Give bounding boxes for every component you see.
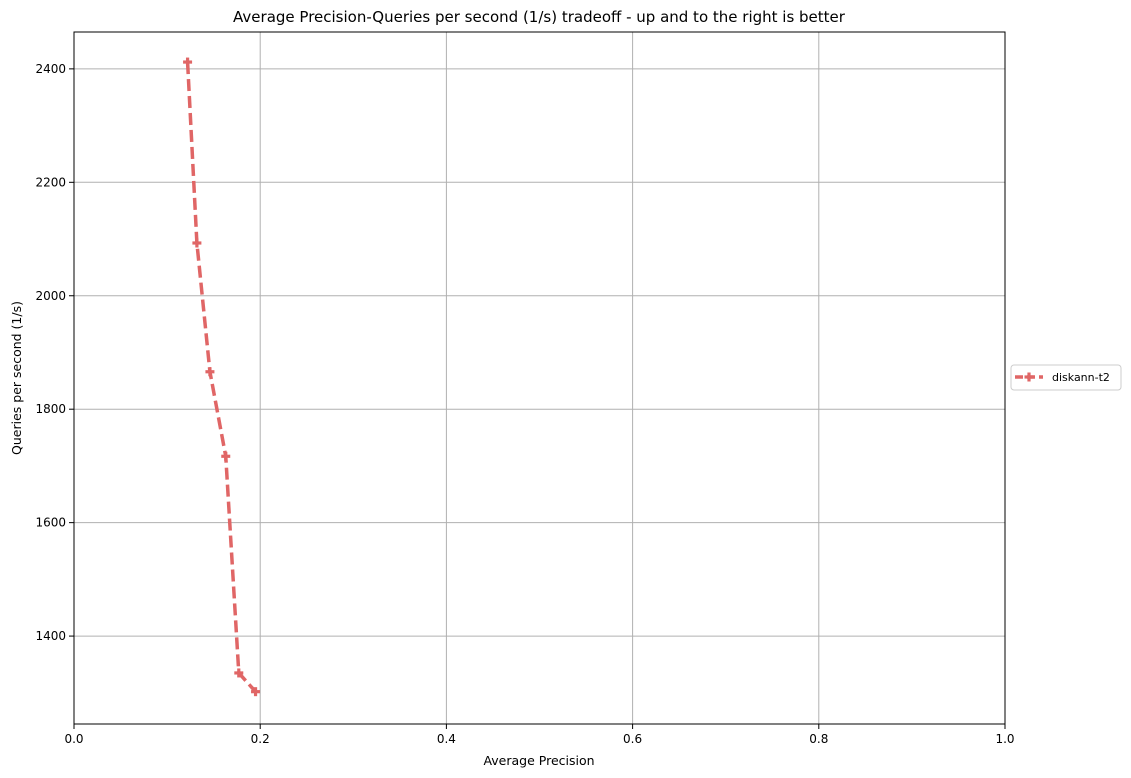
data-point	[221, 451, 231, 461]
legend-label: diskann-t2	[1052, 371, 1110, 384]
y-tick-label: 1800	[35, 402, 66, 416]
y-tick-label: 2000	[35, 289, 66, 303]
data-point	[205, 367, 215, 377]
y-tick-label: 1400	[35, 629, 66, 643]
y-axis-label: Queries per second (1/s)	[9, 301, 24, 455]
legend-plus-marker	[1024, 372, 1034, 382]
y-tick-label: 1600	[35, 516, 66, 530]
data-point	[183, 57, 193, 67]
chart-title: Average Precision-Queries per second (1/…	[233, 8, 846, 26]
x-tick-label: 0.8	[809, 732, 828, 746]
x-tick-label: 0.4	[437, 732, 456, 746]
series-line	[185, 61, 257, 693]
data-point	[251, 687, 261, 697]
x-tick-label: 0.0	[64, 732, 83, 746]
series-layer	[183, 57, 261, 697]
axis-ticks: 0.0 0.2 0.4 0.6 0.8 1.0 1400 1600 1800 2000 2200 24…	[35, 62, 1014, 746]
axes-frame	[73, 31, 1006, 725]
legend: diskann-t2	[1010, 364, 1122, 391]
x-tick-label: 0.2	[251, 732, 270, 746]
legend-marker-glyph	[1024, 372, 1034, 382]
y-tick-label: 2400	[35, 62, 66, 76]
x-tick-label: 0.6	[623, 732, 642, 746]
plot-background	[74, 32, 1005, 724]
y-tick-label: 2200	[35, 175, 66, 189]
data-point	[234, 668, 244, 678]
legend-box	[1010, 364, 1122, 391]
x-tick-label: 1.0	[995, 732, 1014, 746]
data-point	[192, 238, 202, 248]
x-axis-label: Average Precision	[483, 753, 594, 768]
